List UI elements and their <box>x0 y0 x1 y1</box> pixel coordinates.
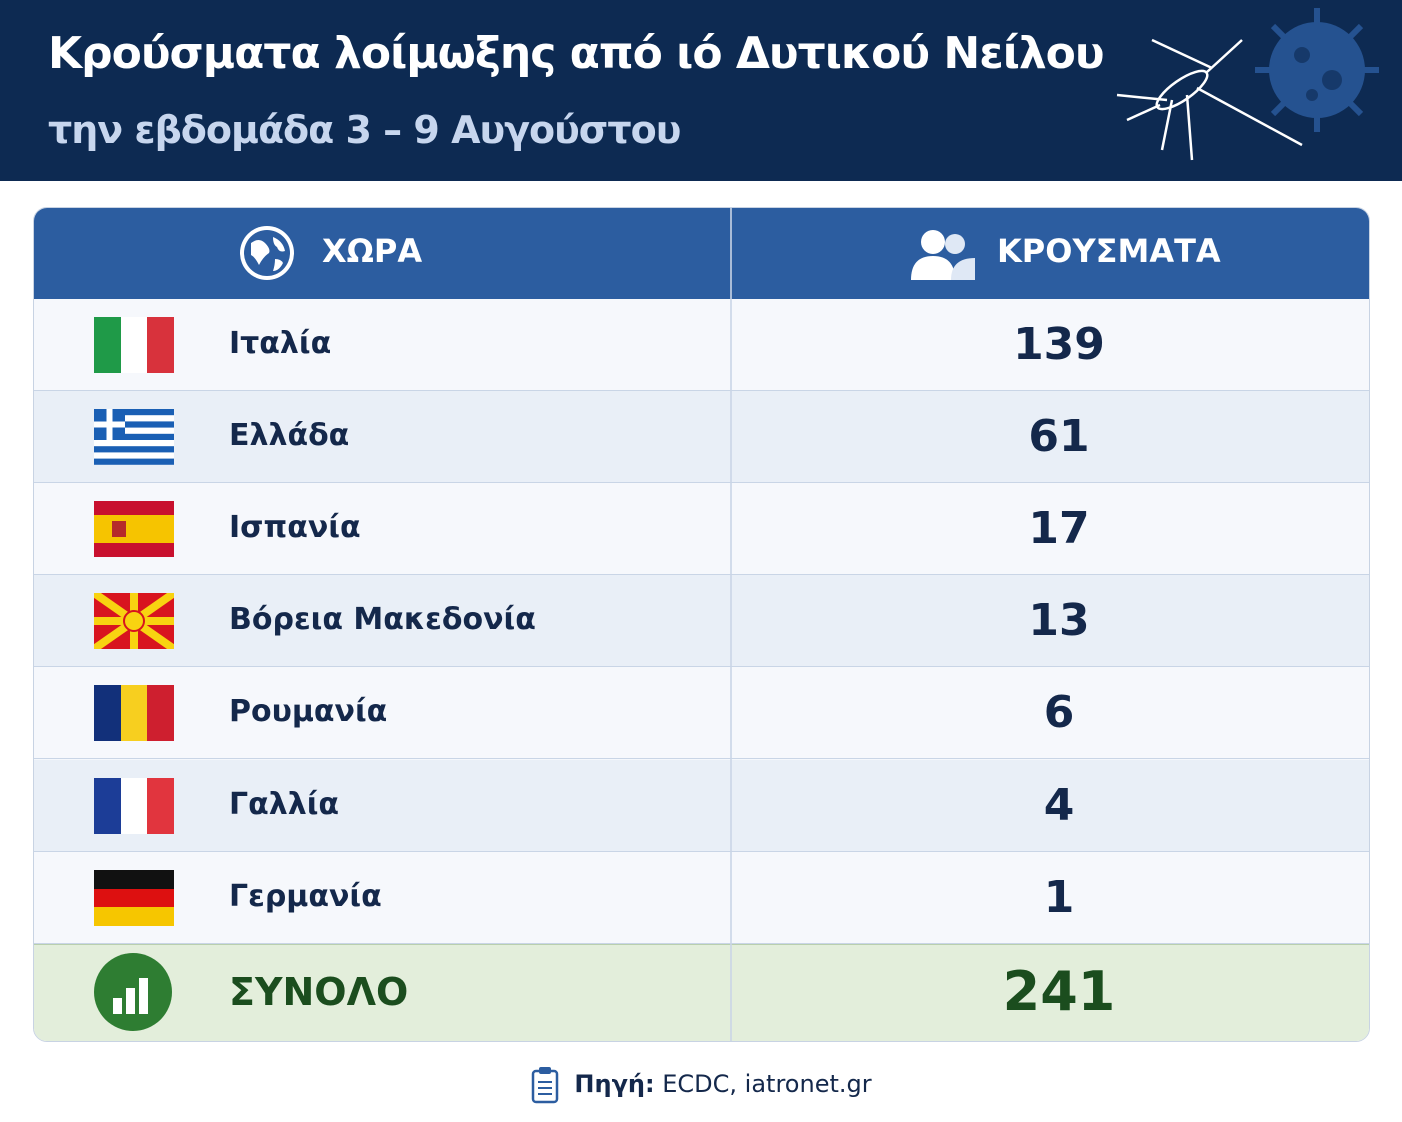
flag <box>94 409 174 469</box>
table-row <box>34 851 1369 944</box>
country-name: Γερμανία <box>229 878 382 914</box>
country-name: Ελλάδα <box>229 418 350 454</box>
globe-icon <box>237 223 297 287</box>
source: Πηγή: ECDC, iatronet.gr <box>0 1066 1402 1104</box>
table-row <box>34 667 1369 760</box>
column-header: ΧΩΡΑ <box>322 232 423 270</box>
table-row <box>34 759 1369 852</box>
country-name: Γαλλία <box>229 786 339 822</box>
total-row <box>34 943 1369 1041</box>
total-icon <box>93 952 173 1036</box>
column-header: ΚΡΟΥΣΜΑΤΑ <box>997 232 1221 270</box>
case-count: 6 <box>1043 687 1075 739</box>
total-value: 241 <box>1002 959 1116 1023</box>
country-name: Ιταλία <box>229 326 332 361</box>
mosquito-virus-icon <box>1116 8 1379 161</box>
column-divider <box>730 208 732 1041</box>
flag <box>94 685 174 745</box>
clipboard-icon <box>532 1067 559 1104</box>
table-row <box>34 483 1369 576</box>
table-row <box>34 391 1369 484</box>
table-row <box>34 575 1369 668</box>
source-label: Πηγή: <box>574 1070 655 1098</box>
flag <box>94 777 174 838</box>
people-icon <box>911 226 975 286</box>
title: Κρούσματα λοίμωξης από ιό Δυτικού Νείλου <box>48 28 1105 79</box>
header: Κρούσματα λοίμωξης από ιό Δυτικού Νείλου… <box>0 0 1402 181</box>
case-count: 17 <box>1028 503 1090 555</box>
country-name: Ρουμανία <box>229 694 388 730</box>
case-count: 61 <box>1028 411 1090 463</box>
country-name: Ισπανία <box>229 510 361 546</box>
case-count: 139 <box>1013 319 1105 370</box>
subtitle: την εβδομάδα 3 – 9 Αυγούστου <box>48 108 681 152</box>
flag <box>94 869 174 930</box>
flag <box>94 501 174 561</box>
flag <box>94 317 174 377</box>
case-count: 13 <box>1028 595 1090 647</box>
case-count: 1 <box>1043 871 1075 923</box>
flag <box>91 590 177 653</box>
case-count: 4 <box>1043 779 1075 831</box>
table: ΧΩΡΑ ΚΡΟΥΣΜΑΤΑ Ιταλία 139 Ελλάδα 61 Ισπανία 17 Β… <box>33 207 1370 1042</box>
country-name: Βόρεια Μακεδονία <box>229 602 536 638</box>
total-label: ΣΥΝΟΛΟ <box>229 969 409 1014</box>
table-row <box>34 299 1369 392</box>
source-text: ECDC, iatronet.gr <box>662 1070 872 1098</box>
